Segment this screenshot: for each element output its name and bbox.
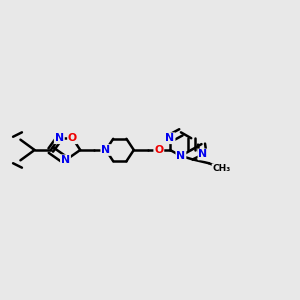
Text: N: N bbox=[101, 145, 110, 155]
Text: N: N bbox=[55, 133, 64, 143]
Text: O: O bbox=[154, 145, 164, 155]
Text: CH₃: CH₃ bbox=[212, 164, 230, 173]
Text: N: N bbox=[61, 155, 70, 165]
Text: N: N bbox=[176, 151, 185, 161]
Text: N: N bbox=[198, 149, 208, 159]
Text: O: O bbox=[68, 133, 77, 143]
Text: N: N bbox=[166, 133, 175, 143]
